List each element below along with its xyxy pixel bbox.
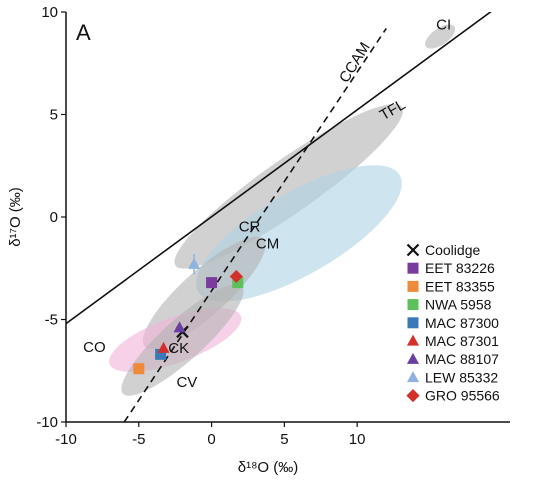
legend-label-mac-87300: MAC 87300 bbox=[425, 315, 499, 331]
y-tick-label: 5 bbox=[50, 107, 58, 124]
legend-label-gro-95566: GRO 95566 bbox=[425, 388, 500, 404]
legend-label-mac-88107: MAC 88107 bbox=[425, 351, 499, 367]
legend-marker-eet-83355 bbox=[407, 280, 419, 292]
x-tick-label: -10 bbox=[55, 431, 77, 448]
x-tick-label: 5 bbox=[280, 431, 288, 448]
panel-letter: A bbox=[76, 20, 91, 45]
x-axis-label: δ¹⁸O (‰) bbox=[238, 459, 299, 476]
y-tick-label: -5 bbox=[45, 312, 58, 329]
legend-label-eet-83226: EET 83226 bbox=[425, 260, 495, 276]
legend-marker-mac-88107 bbox=[406, 352, 420, 364]
region-ci bbox=[425, 24, 456, 49]
x-tick-label: 0 bbox=[207, 431, 215, 448]
legend-marker-mac-87300 bbox=[407, 317, 419, 329]
legend-marker-mac-87301 bbox=[406, 334, 420, 346]
line-ccam bbox=[123, 27, 387, 422]
y-tick-label: 10 bbox=[41, 4, 58, 21]
legend-marker-coolidge bbox=[406, 243, 420, 257]
legend-label-nwa-5958: NWA 5958 bbox=[425, 297, 492, 313]
regions-layer bbox=[109, 24, 456, 396]
point-mac-87300 bbox=[155, 348, 167, 360]
region-label-cv: CV bbox=[176, 374, 197, 391]
point-eet-83355 bbox=[133, 363, 145, 375]
point-nwa-5958 bbox=[232, 277, 244, 289]
line-tfl bbox=[66, 12, 492, 325]
legend-item-gro-95566: GRO 95566 bbox=[406, 388, 500, 404]
legend-item-eet-83355: EET 83355 bbox=[407, 278, 495, 294]
y-tick-label: 0 bbox=[50, 209, 58, 226]
data-points-layer bbox=[133, 253, 244, 375]
legend-item-mac-88107: MAC 88107 bbox=[406, 351, 499, 367]
legend-marker-eet-83226 bbox=[407, 262, 419, 274]
legend-item-coolidge: Coolidge bbox=[406, 242, 480, 258]
legend-label-coolidge: Coolidge bbox=[425, 242, 480, 258]
region-label-co: CO bbox=[83, 339, 106, 356]
legend-marker-gro-95566 bbox=[406, 389, 420, 403]
legend-item-mac-87301: MAC 87301 bbox=[406, 333, 499, 349]
legend-item-nwa-5958: NWA 5958 bbox=[407, 297, 492, 313]
region-label-cm: CM bbox=[256, 235, 279, 252]
legend-marker-nwa-5958 bbox=[407, 299, 419, 311]
region-cv bbox=[121, 284, 244, 396]
point-mac-88107 bbox=[173, 321, 186, 333]
axes-layer: -10 -5 0 5 10 -10 -5 0 5 10 bbox=[36, 4, 510, 448]
x-tick-label: 10 bbox=[349, 431, 366, 448]
legend-item-lew-85332: LEW 85332 bbox=[406, 369, 498, 385]
legend-item-mac-87300: MAC 87300 bbox=[407, 315, 499, 331]
region-cr bbox=[174, 103, 404, 269]
y-axis-label: δ¹⁷O (‰) bbox=[7, 187, 24, 247]
y-tick-label: -10 bbox=[36, 414, 58, 431]
legend-label-eet-83355: EET 83355 bbox=[425, 278, 495, 294]
point-eet-83226 bbox=[206, 277, 218, 289]
region-label-ck: CK bbox=[168, 340, 189, 357]
legend-item-eet-83226: EET 83226 bbox=[407, 260, 495, 276]
region-label-cr: CR bbox=[239, 218, 261, 235]
region-label-ci: CI bbox=[436, 17, 451, 34]
point-lew-85332 bbox=[188, 257, 201, 269]
line-label-ccam: CCAM bbox=[336, 39, 374, 85]
point-gro-95566 bbox=[229, 269, 243, 284]
x-tick-label: -5 bbox=[132, 431, 145, 448]
legend: Coolidge EET 83226 EET 83355 NWA 5958 MAC 87… bbox=[406, 242, 500, 404]
reference-lines-layer bbox=[66, 12, 492, 422]
point-mac-87301 bbox=[157, 341, 170, 353]
legend-label-mac-87301: MAC 87301 bbox=[425, 333, 499, 349]
legend-marker-lew-85332 bbox=[406, 371, 420, 383]
legend-label-lew-85332: LEW 85332 bbox=[425, 369, 498, 385]
